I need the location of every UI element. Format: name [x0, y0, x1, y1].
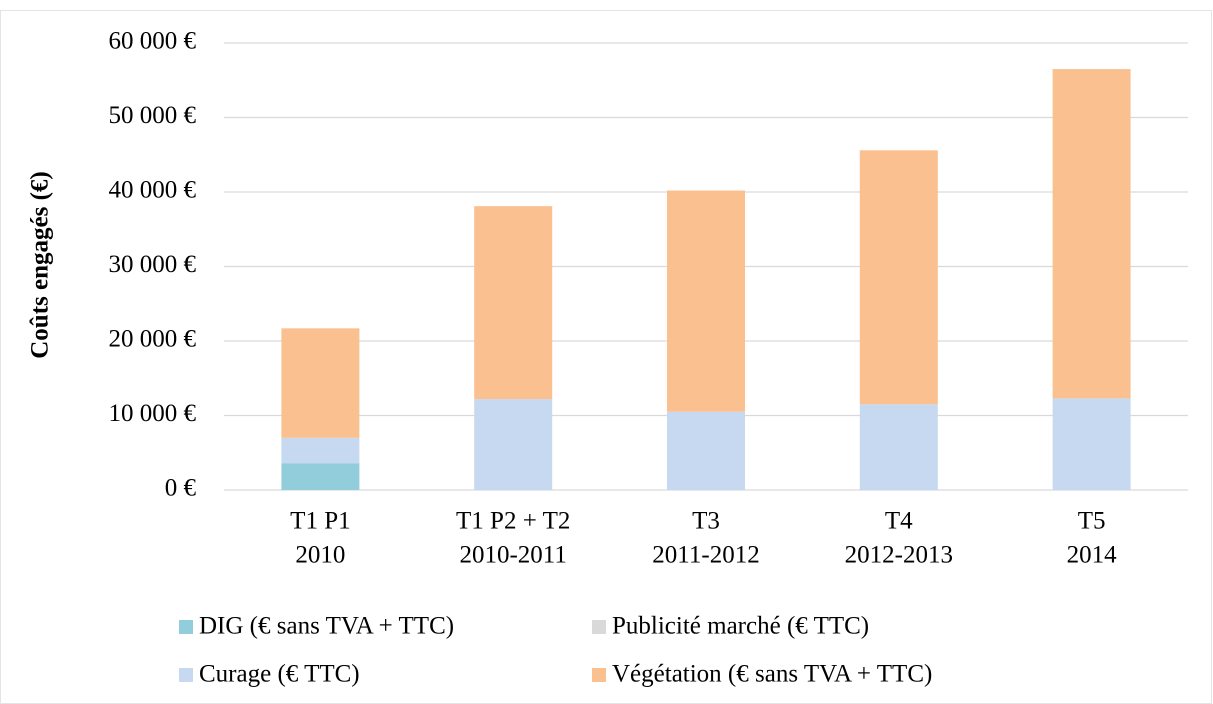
legend-swatch — [592, 668, 606, 682]
y-tick-label: 10 000 € — [109, 400, 197, 427]
y-tick-label: 20 000 € — [109, 326, 197, 353]
legend-label: Curage (€ TTC) — [199, 661, 360, 688]
bar-segment — [667, 190, 745, 412]
bar-segment — [667, 411, 745, 490]
x-tick-label: 2014 — [1067, 542, 1118, 569]
y-tick-label: 40 000 € — [109, 177, 197, 204]
legend-label: Végétation (€ sans TVA + TTC) — [612, 661, 932, 688]
legend-swatch — [592, 620, 606, 634]
bar-segment — [474, 399, 553, 490]
y-tick-label: 60 000 € — [109, 28, 197, 55]
x-tick-label: T1 P2 + T2 — [456, 508, 570, 535]
bar-segment — [1052, 69, 1131, 399]
x-tick-label: 2010-2011 — [459, 542, 566, 569]
bar-segment — [859, 404, 938, 490]
bar-segment — [281, 437, 360, 464]
x-tick-label: 2011-2012 — [652, 542, 759, 569]
y-tick-label: 0 € — [165, 475, 197, 502]
x-tick-label: T1 P1 — [290, 508, 350, 535]
bar-segment — [474, 206, 553, 400]
x-tick-label: 2010 — [295, 542, 345, 569]
y-axis-title: Coûts engagés (€) — [27, 171, 54, 359]
legend-label: DIG (€ sans TVA + TTC) — [199, 613, 454, 640]
x-tick-label: T4 — [885, 508, 913, 535]
legend-label: Publicité marché (€ TTC) — [612, 613, 869, 640]
bar-segment — [859, 150, 938, 405]
bar-segment — [1052, 398, 1131, 490]
chart-frame — [0, 10, 1212, 704]
bar-segment — [281, 463, 360, 490]
x-tick-label: 2012-2013 — [845, 542, 953, 569]
x-tick-label: T5 — [1078, 508, 1106, 535]
legend-swatch — [179, 620, 193, 634]
bar-segment — [281, 328, 360, 438]
x-tick-label: T3 — [692, 508, 720, 535]
y-tick-label: 50 000 € — [109, 102, 197, 129]
legend-swatch — [179, 668, 193, 682]
y-tick-label: 30 000 € — [109, 251, 197, 278]
